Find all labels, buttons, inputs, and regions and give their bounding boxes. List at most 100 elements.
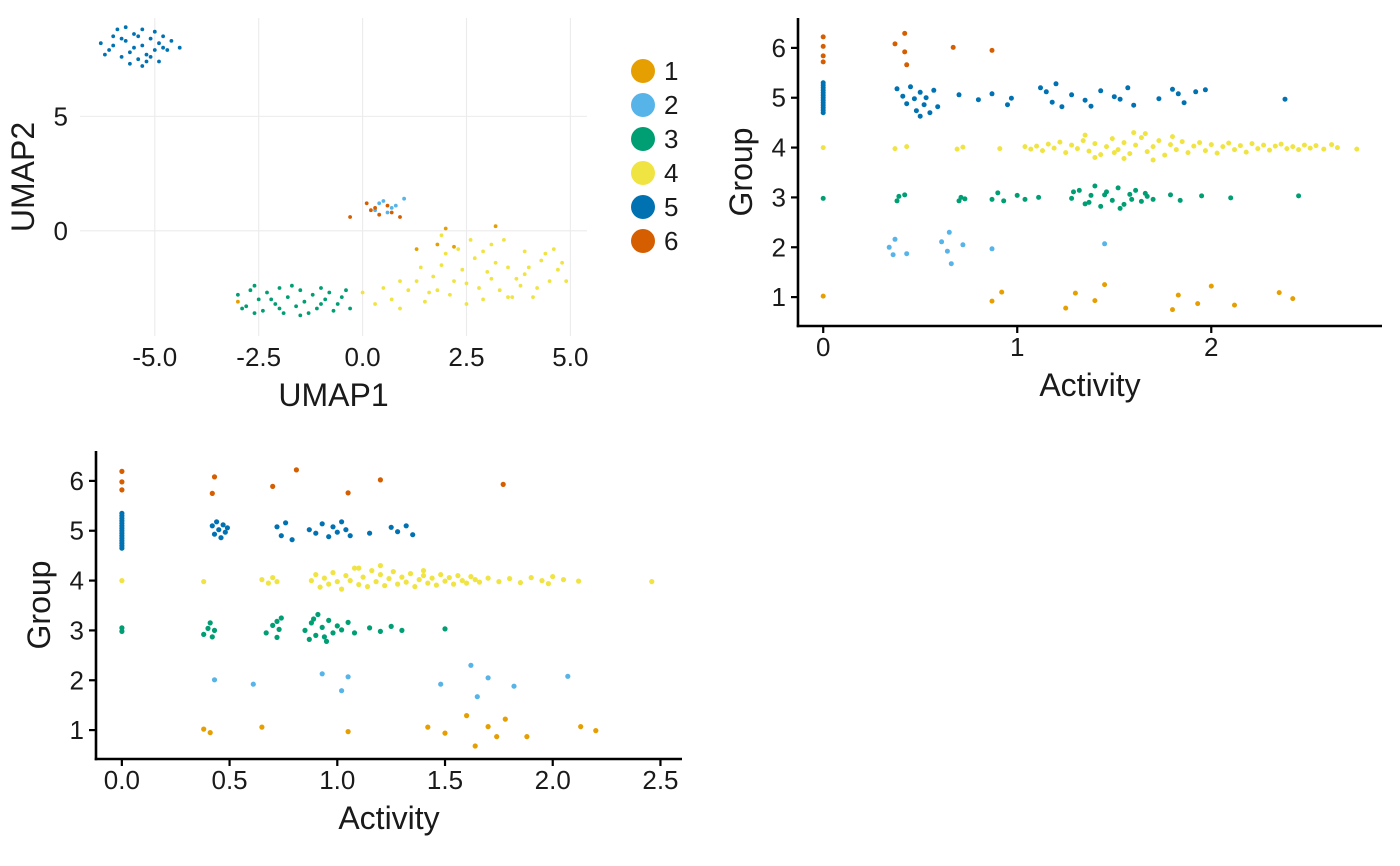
data-point [283, 520, 289, 526]
data-point [345, 729, 351, 735]
data-point [1072, 290, 1078, 296]
data-point [343, 527, 349, 533]
data-point [148, 36, 153, 41]
data-point [989, 196, 995, 202]
data-point [526, 265, 531, 270]
data-point [514, 276, 519, 281]
data-point [1063, 150, 1069, 156]
data-point [265, 580, 271, 586]
data-point [377, 628, 383, 635]
data-point [1208, 142, 1214, 148]
data-point [315, 306, 319, 311]
data-point [1168, 142, 1173, 148]
data-point [211, 627, 218, 634]
data-point [339, 688, 345, 694]
data-point [902, 30, 908, 36]
data-point [820, 107, 826, 113]
data-point [1098, 152, 1104, 158]
data-point [343, 573, 349, 579]
data-point [958, 194, 964, 200]
data-point [1290, 144, 1296, 150]
data-point [209, 634, 215, 640]
data-point [265, 290, 269, 295]
data-point [1255, 146, 1261, 152]
data-point [1177, 197, 1183, 203]
data-point [543, 251, 548, 256]
data-point [132, 32, 136, 36]
data-point [1045, 141, 1051, 147]
data-point [1092, 141, 1098, 147]
data-point [1022, 144, 1028, 150]
data-point [425, 724, 431, 730]
data-point [98, 41, 103, 46]
data-point [962, 196, 968, 202]
data-point [403, 523, 409, 529]
data-point [259, 724, 265, 730]
data-point [560, 260, 564, 265]
data-point [1082, 132, 1088, 138]
x-tick-label: 0.0 [345, 342, 381, 372]
x-axis-title: Activity [1039, 367, 1140, 403]
data-point [403, 579, 409, 585]
data-point [348, 306, 352, 311]
data-point [551, 247, 556, 252]
data-point [820, 53, 826, 59]
data-point [506, 265, 510, 270]
data-point [820, 92, 826, 98]
umap-series-3 [236, 283, 352, 318]
data-point [119, 538, 125, 544]
data-point [1092, 155, 1098, 160]
data-point [443, 251, 448, 256]
umap-series-1 [236, 224, 498, 304]
data-point [1226, 140, 1232, 146]
data-point [381, 286, 386, 290]
data-point [335, 302, 340, 306]
data-point [960, 144, 966, 150]
data-point [511, 683, 517, 689]
data-point [950, 44, 956, 50]
data-point [398, 306, 402, 311]
data-point [152, 48, 157, 52]
legend-label: 5 [664, 192, 678, 222]
data-point [539, 258, 544, 263]
strip-1-series-2 [886, 229, 1108, 267]
data-point [489, 242, 494, 247]
data-point [1249, 141, 1255, 147]
data-point [1202, 87, 1208, 93]
data-point [1014, 192, 1020, 198]
legend: 1 2 3 4 5 6 [631, 56, 678, 256]
data-point [1321, 146, 1327, 152]
x-tick-label: 1.0 [319, 765, 355, 795]
data-point [477, 286, 481, 290]
legend-key [631, 93, 655, 117]
data-point [382, 583, 388, 589]
data-point [911, 96, 917, 102]
data-point [452, 279, 456, 283]
data-point [119, 518, 125, 524]
legend-label: 6 [664, 226, 678, 256]
data-point [1278, 141, 1284, 147]
data-point [1272, 143, 1278, 149]
data-point [323, 638, 330, 645]
data-point [908, 84, 913, 90]
data-point [127, 61, 132, 66]
data-point [205, 625, 211, 632]
data-point [1005, 102, 1010, 108]
data-point [989, 246, 995, 252]
data-point [997, 146, 1003, 152]
data-point [369, 568, 375, 574]
data-point [330, 570, 336, 576]
data-point [1193, 89, 1199, 95]
data-point [119, 543, 125, 549]
data-point [1170, 134, 1175, 140]
data-point [1127, 191, 1133, 197]
legend-key [631, 229, 655, 253]
data-point [1162, 152, 1168, 158]
data-point [439, 263, 444, 267]
data-point [948, 261, 954, 267]
data-point [136, 34, 141, 39]
data-point [1057, 139, 1063, 145]
data-point [321, 634, 327, 640]
data-point [298, 313, 303, 318]
y-tick-label: 3 [70, 615, 84, 645]
